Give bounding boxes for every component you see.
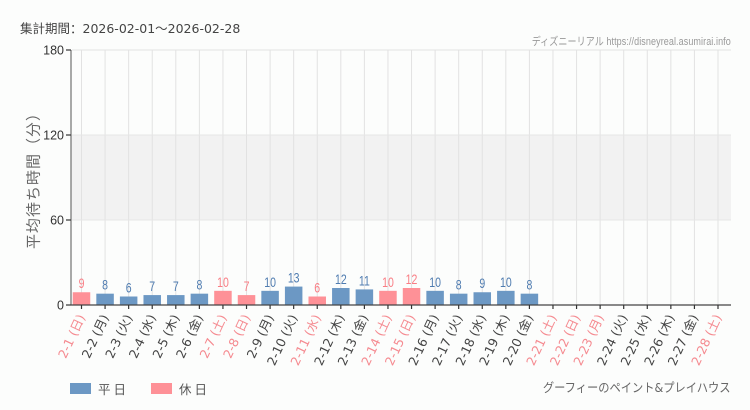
highlight-band (71, 135, 731, 220)
bar (402, 288, 421, 305)
y-tick-label: 0 (57, 299, 64, 313)
bar (520, 293, 539, 305)
bar (190, 293, 209, 305)
value-label: 8 (526, 277, 532, 293)
y-tick-label: 120 (43, 129, 64, 143)
y-tick-label: 180 (43, 44, 64, 58)
bar (379, 290, 397, 305)
legend-item-weekday[interactable]: 平日 (70, 379, 129, 398)
bar (473, 292, 492, 305)
value-label: 11 (359, 273, 370, 289)
value-label: 13 (288, 270, 300, 286)
bar (308, 296, 326, 305)
legend-item-holiday[interactable]: 休日 (151, 379, 210, 398)
legend: 平日 休日 (70, 379, 232, 398)
legend-label: 休日 (179, 382, 211, 397)
y-tick-label: 60 (50, 214, 64, 228)
bar (284, 286, 303, 305)
legend-label: 平日 (98, 382, 130, 397)
gridlines (72, 49, 731, 305)
bar (214, 290, 232, 305)
value-label: 10 (264, 275, 276, 291)
bar (355, 289, 374, 305)
value-label: 9 (79, 276, 85, 292)
bar (96, 293, 114, 305)
bar (261, 290, 279, 305)
weekday-swatch (70, 383, 91, 394)
x-tick-labels: 2-1 (日)2-2 (月)2-3 (火)2-4 (水)2-5 (木)2-6 (… (55, 312, 725, 368)
bar (72, 292, 91, 305)
bar (143, 295, 161, 305)
bar (119, 296, 138, 305)
value-label: 10 (217, 275, 229, 291)
holiday-swatch (151, 383, 173, 394)
attraction-name: グーフィーのペイント&プレイハウス (542, 380, 730, 395)
value-label: 8 (196, 277, 202, 293)
period-label: 集計期間：2026-02-01〜2026-02-28 (20, 21, 241, 36)
value-label: 12 (406, 272, 418, 288)
value-label: 7 (173, 279, 179, 295)
value-label: 8 (102, 277, 108, 293)
site-credit: ディズニーリアル https://disneyreal.asumirai.inf… (531, 36, 731, 48)
value-label: 7 (244, 279, 250, 295)
bar (332, 288, 350, 305)
band-60-120 (71, 135, 731, 220)
value-label: 10 (382, 275, 394, 291)
bars (72, 286, 539, 305)
bar (449, 293, 468, 305)
value-label: 9 (479, 276, 485, 292)
axes: 0 60 120 180 (43, 44, 731, 313)
bar (497, 290, 515, 305)
value-label: 6 (126, 280, 132, 296)
bar (237, 295, 256, 305)
value-labels: 9 8 6 7 7 8 10 7 10 13 6 12 11 10 12 10 8 9 10 8 (79, 270, 533, 296)
value-label: 8 (456, 277, 462, 293)
bar (426, 290, 444, 305)
value-label: 12 (335, 272, 347, 288)
value-label: 10 (429, 275, 441, 291)
value-label: 10 (500, 275, 512, 291)
value-label: 6 (314, 280, 320, 296)
bar (167, 295, 185, 305)
value-label: 7 (149, 279, 155, 295)
